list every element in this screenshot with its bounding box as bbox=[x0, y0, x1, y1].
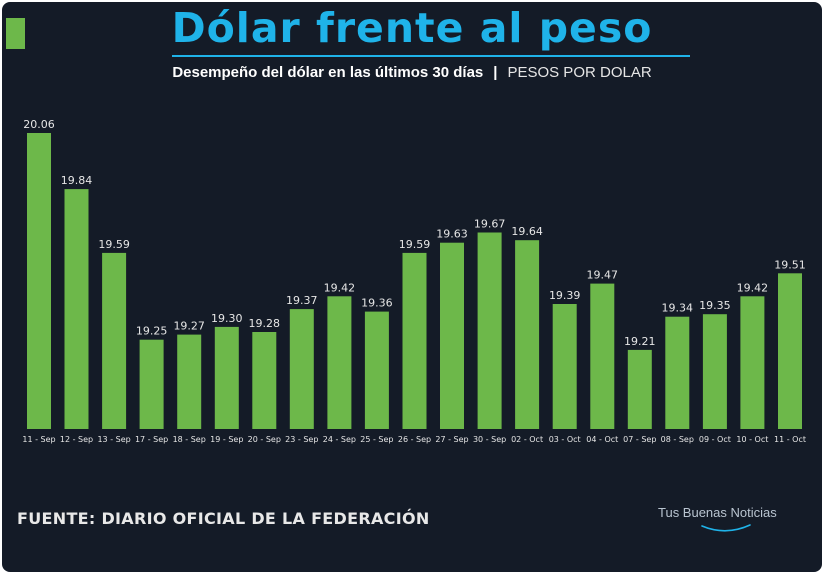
title-underline bbox=[172, 55, 690, 57]
bar-value-label: 19.67 bbox=[474, 218, 506, 231]
brand-logo: Tus Buenas Noticias bbox=[658, 502, 793, 542]
bar-value-label: 19.42 bbox=[324, 281, 356, 294]
x-tick-label: 19 - Sep bbox=[210, 435, 243, 444]
bar-value-label: 19.36 bbox=[361, 297, 393, 310]
bar-8 bbox=[289, 309, 314, 429]
bar-11 bbox=[402, 252, 427, 429]
x-tick-label: 11 - Oct bbox=[774, 435, 806, 444]
bar-value-label: 19.63 bbox=[436, 228, 468, 241]
x-tick-label: 02 - Oct bbox=[511, 435, 543, 444]
x-tick-label: 08 - Sep bbox=[661, 435, 694, 444]
x-tick-label: 04 - Oct bbox=[586, 435, 618, 444]
x-tick-label: 26 - Sep bbox=[398, 435, 431, 444]
x-tick-label: 25 - Sep bbox=[360, 435, 393, 444]
x-tick-label: 23 - Sep bbox=[285, 435, 318, 444]
bar-value-label: 19.47 bbox=[587, 269, 619, 282]
x-tick-label: 09 - Oct bbox=[699, 435, 731, 444]
bar-13 bbox=[477, 232, 502, 429]
chart-title: Dólar frente al peso bbox=[171, 4, 653, 52]
bar-value-label: 19.59 bbox=[98, 238, 130, 251]
bar-12 bbox=[440, 242, 464, 429]
bar-17 bbox=[627, 349, 652, 429]
bar-value-label: 19.51 bbox=[774, 258, 806, 271]
x-tick-label: 27 - Sep bbox=[435, 435, 468, 444]
bar-4 bbox=[139, 339, 164, 429]
source-note: FUENTE: DIARIO OFICIAL DE LA FEDERACIÓN bbox=[17, 509, 430, 528]
accent-square bbox=[6, 18, 25, 49]
x-tick-label: 30 - Sep bbox=[473, 435, 506, 444]
bar-20 bbox=[740, 296, 765, 429]
bar-15 bbox=[552, 304, 577, 429]
bar-chart: 20.06 11 - Sep 19.84 12 - Sep 19.59 13 - Sep 1… bbox=[22, 118, 806, 444]
bar-value-label: 19.30 bbox=[211, 312, 243, 325]
bar-7 bbox=[252, 332, 277, 429]
bar-value-label: 19.27 bbox=[173, 320, 205, 333]
bar-9 bbox=[327, 296, 352, 429]
bar-value-label: 19.84 bbox=[61, 174, 93, 187]
x-tick-label: 03 - Oct bbox=[549, 435, 581, 444]
bar-value-label: 19.42 bbox=[737, 281, 769, 294]
x-tick-label: 12 - Sep bbox=[60, 435, 93, 444]
unit-label: PESOS POR DOLAR bbox=[507, 64, 652, 81]
subtitle-separator: | bbox=[493, 64, 498, 81]
bar-value-label: 19.59 bbox=[399, 238, 431, 251]
x-tick-label: 07 - Sep bbox=[623, 435, 656, 444]
bar-19 bbox=[702, 314, 727, 429]
subtitle-row: Desempeño del dólar en las últimos 30 dí… bbox=[2, 64, 822, 81]
bar-value-label: 19.28 bbox=[249, 317, 281, 330]
bar-value-label: 19.37 bbox=[286, 294, 318, 307]
bar-value-label: 19.34 bbox=[662, 302, 694, 315]
chart-subtitle: Desempeño del dólar en las últimos 30 dí… bbox=[172, 64, 484, 81]
bar-21 bbox=[778, 273, 802, 429]
bar-value-label: 19.64 bbox=[511, 225, 543, 238]
x-tick-label: 24 - Sep bbox=[323, 435, 356, 444]
x-tick-label: 10 - Oct bbox=[736, 435, 768, 444]
x-tick-label: 18 - Sep bbox=[173, 435, 206, 444]
brand-swoosh-icon bbox=[701, 524, 751, 532]
bar-value-label: 19.21 bbox=[624, 335, 656, 348]
brand-name: Tus Buenas Noticias bbox=[658, 505, 777, 520]
bar-18 bbox=[665, 316, 690, 429]
bar-3 bbox=[102, 252, 127, 429]
bar-1 bbox=[27, 133, 51, 429]
bar-6 bbox=[214, 326, 239, 429]
bar-5 bbox=[177, 334, 202, 429]
bar-value-label: 19.39 bbox=[549, 289, 581, 302]
x-tick-label: 20 - Sep bbox=[248, 435, 281, 444]
bar-14 bbox=[515, 240, 540, 429]
bar-2 bbox=[64, 189, 89, 429]
bar-value-label: 20.06 bbox=[23, 118, 55, 131]
x-tick-label: 17 - Sep bbox=[135, 435, 168, 444]
bar-16 bbox=[590, 283, 615, 429]
x-tick-label: 11 - Sep bbox=[22, 435, 55, 444]
x-tick-label: 13 - Sep bbox=[97, 435, 130, 444]
bar-10 bbox=[364, 311, 389, 429]
bar-value-label: 19.35 bbox=[699, 299, 731, 312]
bar-value-label: 19.25 bbox=[136, 325, 168, 338]
